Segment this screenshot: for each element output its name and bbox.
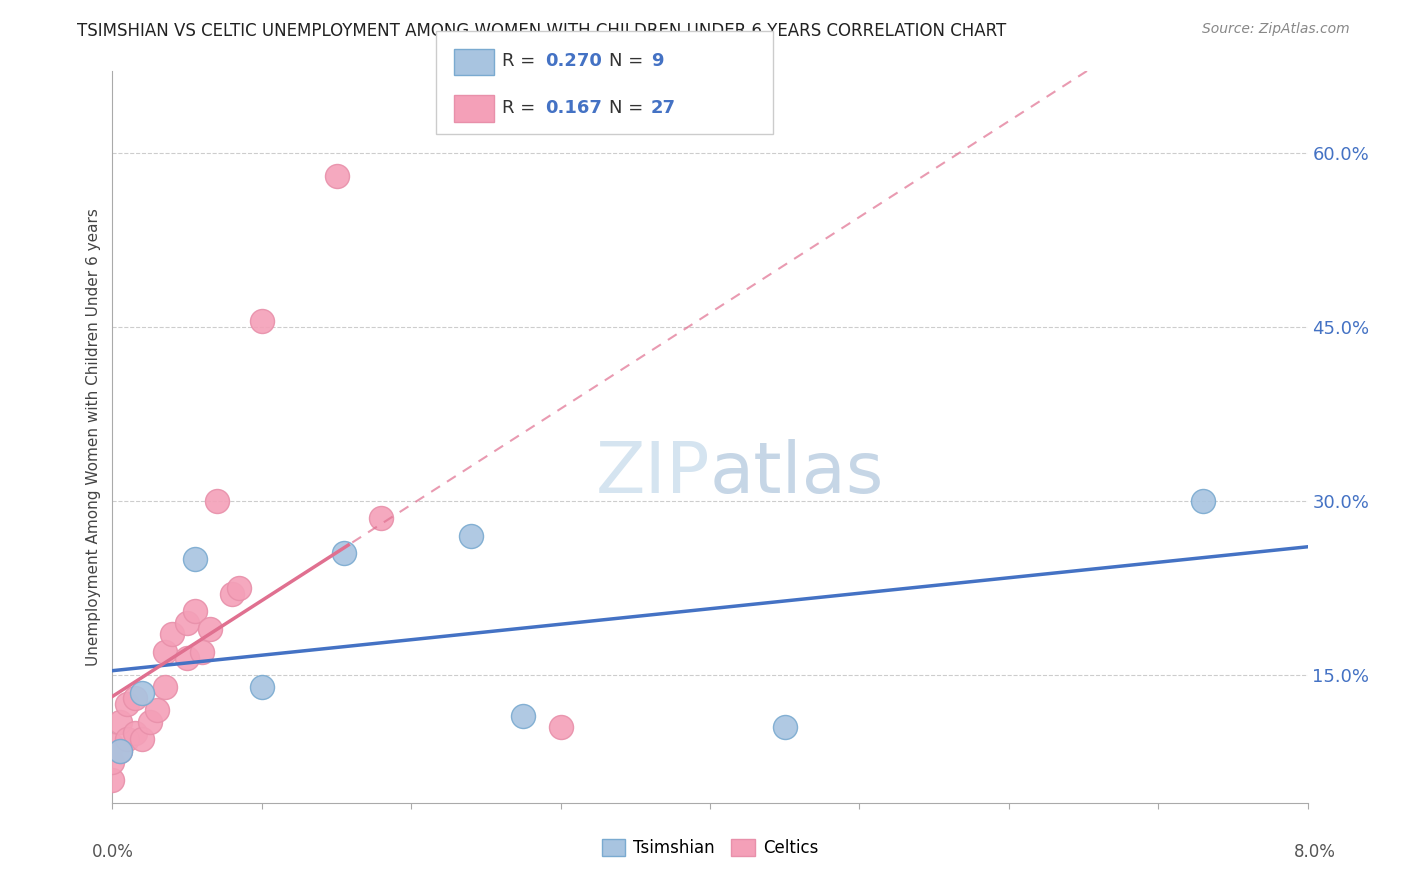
Text: N =: N =	[609, 52, 643, 70]
Point	[101, 755, 124, 769]
Text: TSIMSHIAN VS CELTIC UNEMPLOYMENT AMONG WOMEN WITH CHILDREN UNDER 6 YEARS CORRELA: TSIMSHIAN VS CELTIC UNEMPLOYMENT AMONG W…	[77, 22, 1007, 40]
Point	[228, 581, 250, 595]
Point	[146, 703, 169, 717]
Point	[191, 645, 214, 659]
Legend: Tsimshian, Celtics: Tsimshian, Celtics	[595, 832, 825, 864]
Text: 27: 27	[651, 99, 676, 117]
Text: 0.167: 0.167	[546, 99, 602, 117]
Text: 0.270: 0.270	[546, 52, 602, 70]
Y-axis label: Unemployment Among Women with Children Under 6 years: Unemployment Among Women with Children U…	[86, 208, 101, 666]
Text: 9: 9	[651, 52, 664, 70]
Point	[221, 587, 243, 601]
Text: 8.0%: 8.0%	[1294, 843, 1336, 861]
Point	[108, 714, 131, 729]
Point	[250, 680, 273, 694]
Point	[101, 738, 124, 752]
Point	[117, 697, 139, 711]
Point	[108, 743, 131, 757]
Point	[162, 627, 183, 641]
Point	[131, 731, 153, 746]
Text: Source: ZipAtlas.com: Source: ZipAtlas.com	[1202, 22, 1350, 37]
Point	[550, 720, 572, 734]
Point	[773, 720, 796, 734]
Point	[131, 685, 153, 699]
Point	[333, 546, 356, 560]
Point	[183, 552, 205, 566]
Point	[1192, 494, 1215, 508]
Text: N =: N =	[609, 99, 643, 117]
Point	[153, 645, 176, 659]
Point	[108, 743, 131, 757]
Text: atlas: atlas	[710, 439, 884, 508]
Point	[370, 511, 392, 525]
Text: ZIP: ZIP	[596, 439, 710, 508]
Point	[198, 622, 221, 636]
Point	[117, 731, 139, 746]
Point	[101, 772, 124, 787]
Text: R =: R =	[502, 99, 536, 117]
Point	[153, 680, 176, 694]
Point	[176, 650, 198, 665]
Point	[139, 714, 162, 729]
Point	[124, 726, 146, 740]
Point	[460, 529, 482, 543]
Point	[124, 691, 146, 706]
Point	[250, 314, 273, 328]
Point	[183, 604, 205, 618]
Text: R =: R =	[502, 52, 536, 70]
Point	[205, 494, 228, 508]
Text: 0.0%: 0.0%	[91, 843, 134, 861]
Point	[176, 615, 198, 630]
Point	[325, 169, 347, 183]
Point	[512, 708, 534, 723]
